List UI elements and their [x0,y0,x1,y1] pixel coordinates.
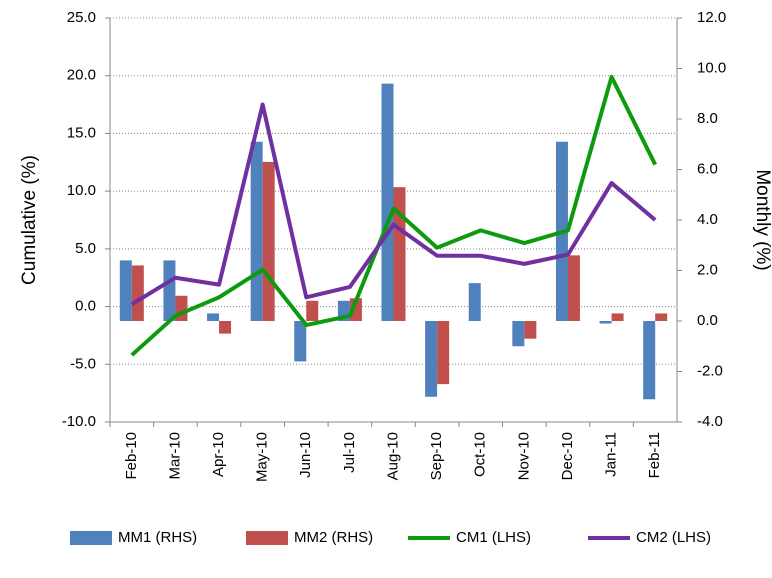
legend-label: MM1 (RHS) [118,529,197,546]
y-tick-label: 20.0 [67,67,96,84]
bar [207,313,220,321]
y-tick-label: 15.0 [67,124,96,141]
x-tick-label: Oct-10 [472,432,489,477]
y2-tick-label: 10.0 [697,59,726,76]
bar [393,187,406,321]
bar [250,141,263,321]
x-tick-label: Jun-10 [297,432,314,478]
legend-swatch [70,531,112,545]
y-tick-label: 5.0 [75,240,96,257]
y-tick-label: 25.0 [67,9,96,26]
y2-axis-label: Monthly (%) [752,169,772,270]
legend-label: MM2 (RHS) [294,529,373,546]
x-tick-label: May-10 [254,432,271,482]
bar [512,321,525,347]
x-tick-label: Feb-10 [123,432,140,480]
bar [599,321,612,324]
legend-swatch [246,531,288,545]
bar [381,83,394,322]
legend-label: CM2 (LHS) [636,529,711,546]
bar [643,321,656,400]
y-axis-label: Cumulative (%) [19,155,40,285]
bar [262,161,275,321]
x-tick-label: Nov-10 [515,432,532,480]
x-tick-label: Feb-11 [646,432,663,478]
y2-tick-label: 2.0 [697,261,718,278]
y2-tick-label: 6.0 [697,160,718,177]
y-tick-label: 10.0 [67,182,96,199]
y-tick-label: 0.0 [75,298,96,315]
x-tick-label: Jan-11 [603,432,620,477]
bar [119,260,132,321]
legend-label: CM1 (LHS) [456,529,531,546]
bar [425,321,438,397]
y-tick-label: -5.0 [70,355,96,372]
y-tick-label: -10.0 [62,413,96,430]
x-tick-label: Sep-10 [428,432,445,480]
x-tick-label: Aug-10 [384,432,401,480]
line [130,74,657,357]
bar [655,313,668,321]
line [130,102,657,306]
y2-tick-label: 0.0 [697,312,718,329]
bar [306,300,319,321]
x-tick-label: Jul-10 [341,432,358,473]
x-tick-label: Mar-10 [166,432,183,480]
y2-tick-label: -2.0 [697,362,723,379]
y2-tick-label: 12.0 [697,9,726,26]
x-tick-label: Apr-10 [210,432,227,477]
bar [163,260,176,321]
bar [468,283,481,321]
bar [567,255,580,321]
bar [524,321,537,339]
bar [437,321,450,385]
x-tick-label: Dec-10 [559,432,576,480]
y2-tick-label: 8.0 [697,110,718,127]
bar [131,265,144,321]
bar [611,313,624,321]
y2-tick-label: 4.0 [697,211,718,228]
bar [219,321,232,334]
bar [294,321,307,362]
y2-tick-label: -4.0 [697,413,723,430]
